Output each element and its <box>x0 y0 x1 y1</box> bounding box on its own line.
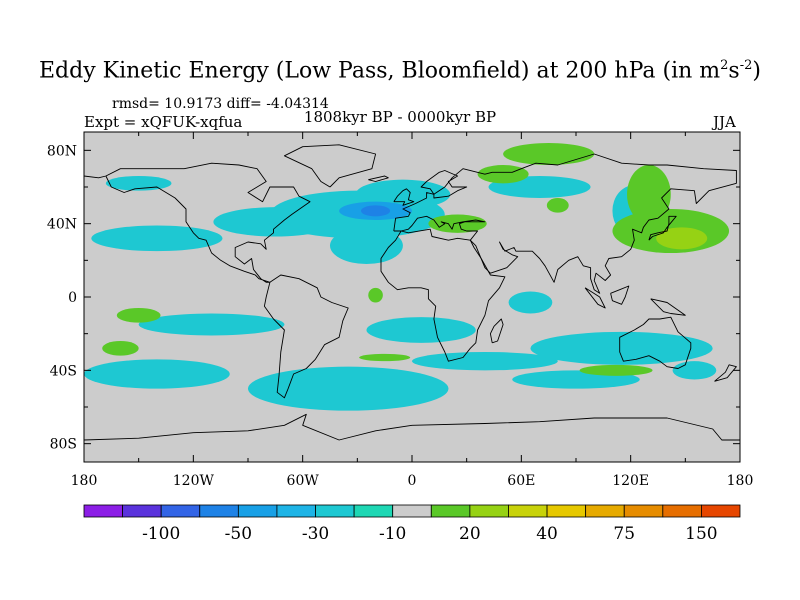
coastline <box>368 175 389 182</box>
colorbar-swatch <box>237 504 278 518</box>
coastline <box>584 287 606 309</box>
colorbar-swatch <box>276 504 316 518</box>
colorbar-swatch <box>546 504 587 518</box>
coastline <box>489 318 504 344</box>
colorbar-swatch <box>392 504 432 518</box>
coastline <box>84 175 107 179</box>
contour-region <box>530 331 713 365</box>
contour-region <box>579 364 653 376</box>
coastline <box>393 188 415 206</box>
contour-region <box>330 227 403 264</box>
colorbar-label: 40 <box>536 524 558 544</box>
x-tick-label: 180 <box>727 473 754 489</box>
y-tick-label: 0 <box>68 290 77 306</box>
y-tick-label: 40N <box>47 217 77 233</box>
coastline <box>619 316 692 369</box>
colorbar-swatch <box>122 504 162 518</box>
contour-region <box>627 165 671 224</box>
colorbar-label: 150 <box>685 524 717 544</box>
contour-region <box>102 341 139 356</box>
colorbar-swatch <box>662 504 702 518</box>
coastline <box>648 215 677 241</box>
colorbar-label: 20 <box>459 524 481 544</box>
coastline <box>283 144 377 188</box>
season-label: JJA <box>713 113 736 131</box>
colorbar-swatch <box>160 504 201 518</box>
contour-region <box>672 361 717 380</box>
coastline <box>714 364 737 382</box>
coastline <box>610 285 630 305</box>
x-tick-label: 0 <box>408 473 417 489</box>
coastline <box>650 298 686 316</box>
contour-region <box>359 353 411 362</box>
title-mid: s <box>728 58 740 84</box>
contour-region <box>213 207 338 237</box>
contour-region <box>84 359 230 389</box>
chart-title: Eddy Kinetic Energy (Low Pass, Bloomfiel… <box>0 58 800 83</box>
contour-region <box>355 179 451 209</box>
title-sup-2: -2 <box>739 58 753 73</box>
contour-region <box>477 165 529 184</box>
contour-region <box>248 366 449 411</box>
contour-region <box>503 143 595 165</box>
experiment-label: Expt = xQFUK-xqfua <box>84 113 243 131</box>
y-tick-label: 80S <box>50 437 77 453</box>
contour-region <box>116 308 161 323</box>
colorbar-swatch <box>430 504 471 518</box>
coastline <box>380 228 506 362</box>
coastline <box>105 162 311 283</box>
contour-region <box>366 317 476 343</box>
colorbar-label: 75 <box>613 524 635 544</box>
contour-region <box>428 214 487 233</box>
colorbar-swatch <box>83 504 123 518</box>
contour-region <box>412 352 558 371</box>
colorbar-swatch <box>315 504 355 518</box>
x-tick-label: 60W <box>287 473 320 489</box>
colorbar-swatch <box>623 504 664 518</box>
contour-region <box>546 198 569 213</box>
colorbar-swatch <box>199 504 239 518</box>
contour-region <box>368 287 383 303</box>
stats-label: rmsd= 10.9173 diff= -4.04314 <box>112 96 329 112</box>
contour-region <box>91 225 223 252</box>
colorbar-label: -10 <box>379 524 406 544</box>
colorbar-swatch <box>469 504 509 518</box>
colorbar-swatch <box>508 504 548 518</box>
x-tick-label: 180 <box>71 473 98 489</box>
coastline <box>84 413 740 441</box>
title-sup-1: 2 <box>720 58 729 73</box>
colorbar-swatch <box>585 504 625 518</box>
title-end: ) <box>752 58 761 84</box>
contour-region <box>508 291 553 314</box>
colorbar-label: -100 <box>142 524 180 544</box>
colorbar-swatch <box>701 504 741 518</box>
colorbar-label: -30 <box>302 524 329 544</box>
period-label: 1808kyr BP - 0000kyr BP <box>303 108 497 126</box>
y-tick-label: 80N <box>47 143 77 159</box>
colorbar-label: -50 <box>225 524 252 544</box>
contour-region <box>138 313 285 336</box>
x-tick-label: 120W <box>173 473 215 489</box>
x-tick-label: 120E <box>612 473 649 489</box>
title-main: Eddy Kinetic Energy (Low Pass, Bloomfiel… <box>39 58 721 84</box>
y-tick-label: 40S <box>50 363 77 379</box>
coastline <box>263 274 349 399</box>
contour-region <box>360 205 391 217</box>
x-tick-label: 60E <box>507 473 535 489</box>
colorbar-swatch <box>353 504 394 518</box>
coastline <box>393 153 737 294</box>
contour-region <box>656 227 708 250</box>
